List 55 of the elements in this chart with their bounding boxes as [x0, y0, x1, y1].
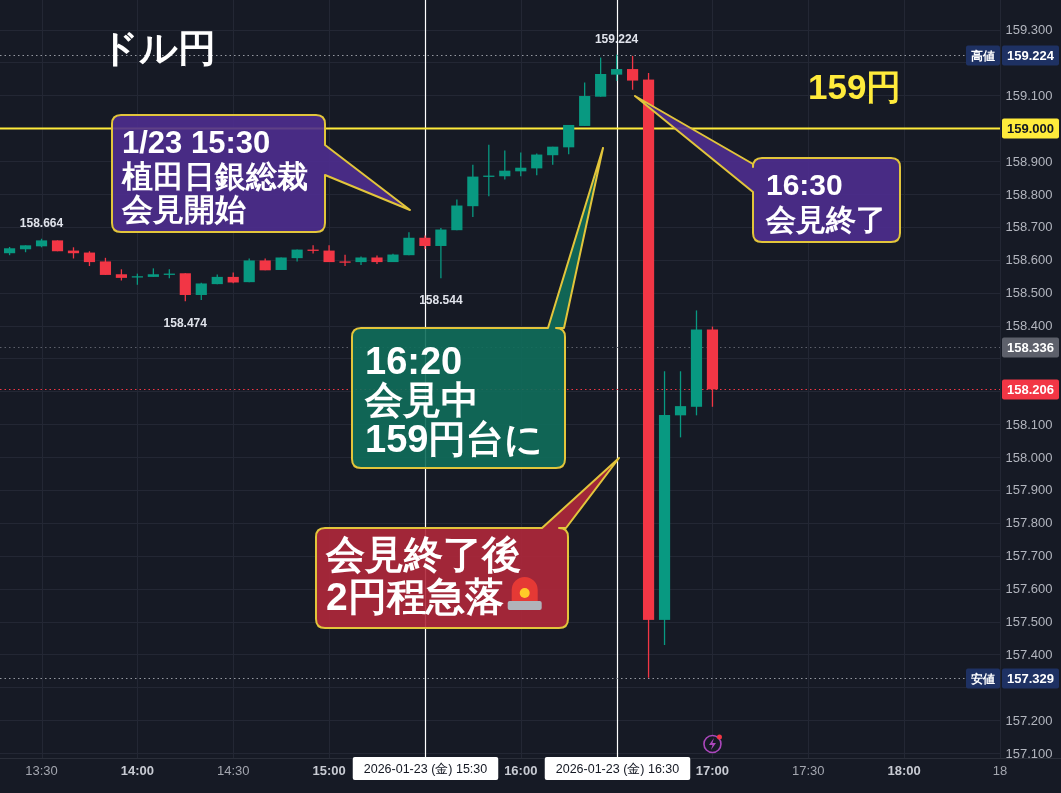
x-tick-label: 14:30 — [216, 763, 250, 778]
value-label: 158.664 — [19, 215, 64, 230]
value-label: 158.474 — [163, 316, 207, 331]
y-tick-label: 157.900 — [1005, 482, 1053, 498]
x-tick-label: 14:00 — [120, 763, 154, 778]
x-tick-label: 16:00 — [504, 763, 538, 778]
y-tick-label: 158.600 — [1005, 252, 1053, 268]
y-tick-label: 157.600 — [1005, 581, 1053, 597]
annotation: 会見中 — [365, 379, 479, 421]
x-tick-label: 17:00 — [695, 763, 730, 778]
ref-line-label: 158.336 — [1007, 340, 1054, 355]
y-tick-label: 158.400 — [1005, 318, 1053, 334]
y-tick-label: 157.400 — [1005, 646, 1053, 662]
annotation: 2円程急落 — [326, 575, 504, 618]
ref-line-tag: 158.336 — [1002, 337, 1059, 358]
y-tick-label: 158.900 — [1005, 153, 1053, 169]
y-tick-label: 159.100 — [1005, 87, 1053, 103]
annotation: 16:30 — [766, 168, 843, 201]
y-tick-label: 157.100 — [1005, 745, 1053, 761]
ref-line-label: 高値 — [966, 45, 1000, 66]
y-tick-label: 157.200 — [1005, 712, 1053, 728]
annotation: 1/23 15:30 — [122, 125, 271, 160]
ref-line-tag: 159.000 — [1002, 118, 1059, 139]
annotation: 159円台に — [365, 418, 544, 460]
y-tick-label: 158.700 — [1005, 219, 1053, 235]
annotation: 会見開始 — [122, 192, 246, 227]
y-tick-label: 157.700 — [1005, 548, 1053, 564]
ref-line-label: 158.206 — [1007, 382, 1054, 397]
ref-line-tag: 157.329 — [1002, 668, 1059, 689]
annotation: 159円 — [808, 67, 902, 106]
y-tick-label: 158.800 — [1005, 186, 1053, 202]
y-tick-label: 158.000 — [1005, 449, 1053, 465]
ref-line-label: 2026-01-23 (金) 16:30 — [544, 757, 691, 780]
ref-line-label: 安値 — [966, 668, 1000, 689]
ref-line-label: 2026-01-23 (金) 16:30 — [555, 762, 680, 776]
annotation: 会見終了後 — [326, 533, 521, 576]
ref-line-label: 159.000 — [1007, 121, 1054, 136]
x-tick-label: 15:00 — [312, 763, 346, 778]
y-tick-label: 158.100 — [1005, 416, 1053, 432]
x-tick-label: 13:30 — [25, 763, 58, 778]
annotation: 植田日銀総裁 — [122, 158, 308, 194]
x-tick-label: 18 — [992, 763, 1008, 778]
ref-line-label: 2026-01-23 (金) 15:30 — [363, 762, 488, 776]
title: ドル円 — [100, 27, 216, 69]
ref-line-tag: 159.224 — [1002, 45, 1059, 66]
annotation: 16:20 — [365, 340, 463, 382]
y-tick-label: 158.500 — [1005, 285, 1053, 301]
annotation: 会見終了 — [766, 203, 886, 236]
x-tick-label: 17:30 — [792, 763, 825, 778]
y-tick-label: 159.300 — [1005, 22, 1053, 38]
y-tick-label: 157.800 — [1005, 515, 1053, 531]
y-tick-label: 157.500 — [1005, 614, 1053, 630]
x-tick-label: 18:00 — [887, 763, 921, 778]
ref-line-tag: 158.206 — [1002, 379, 1059, 400]
ref-line-label: 2026-01-23 (金) 15:30 — [352, 757, 499, 780]
